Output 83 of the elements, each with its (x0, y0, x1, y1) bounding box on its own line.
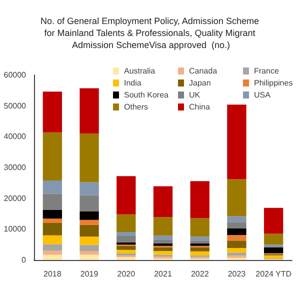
legend-label: France (254, 66, 280, 76)
legend-label: Canada (189, 66, 218, 76)
bar (42, 210, 62, 219)
bar (116, 242, 136, 245)
bar (80, 224, 99, 237)
legend-label: China (189, 102, 210, 112)
y-tick-label: 60000 (4, 70, 27, 80)
bar (227, 235, 246, 241)
y-tick-label: 0 (22, 256, 27, 264)
bar (190, 243, 210, 246)
bar (153, 236, 173, 240)
bar (227, 179, 246, 216)
y-tick-label: 20000 (4, 194, 27, 203)
bar (116, 257, 136, 260)
y-tick-label: 50000 (4, 101, 27, 110)
bar (116, 214, 136, 232)
legend-label: Others (124, 102, 148, 112)
bar (264, 234, 284, 245)
bar (153, 251, 173, 255)
y-tick-label: 30000 (4, 163, 27, 172)
bar (227, 252, 246, 256)
x-tick-label: 2023 (228, 270, 246, 278)
bar (80, 211, 99, 220)
x-tick-label: 2022 (190, 270, 210, 278)
bar (190, 218, 210, 237)
chart-title: No. of General Employment Policy, Admission Scheme for Mainland Talents & Professionals, Quality Migrant Admission SchemeVisa approved (no.) (40, 16, 262, 50)
legend-label: Japan (189, 78, 211, 88)
bar (42, 92, 62, 132)
bar (42, 132, 62, 180)
x-tick-label: 2018 (44, 270, 62, 278)
bar (227, 248, 246, 253)
bar (190, 236, 210, 241)
bar (264, 255, 284, 258)
bar (116, 232, 136, 236)
bar (42, 180, 62, 194)
bar (80, 195, 99, 212)
y-tick-label: 40000 (4, 132, 27, 142)
bar (153, 243, 173, 246)
bar (80, 244, 99, 252)
bar (190, 247, 210, 252)
bar (80, 182, 99, 196)
bar (116, 236, 136, 242)
bar (42, 194, 62, 210)
bar (153, 240, 173, 244)
x-tick-label: 2021 (154, 270, 172, 278)
bar (116, 246, 136, 250)
legend-label: India (124, 78, 142, 88)
bar (116, 250, 136, 254)
legend-label: Australia (124, 66, 156, 76)
bar (227, 228, 246, 236)
bar (153, 217, 173, 236)
bar (227, 216, 246, 222)
bar (190, 240, 210, 244)
legend-label: UK (189, 90, 201, 100)
bar (153, 186, 173, 218)
x-tick-label: 2019 (80, 270, 99, 278)
y-tick-label: 10000 (4, 224, 27, 234)
bar (80, 236, 99, 245)
bar (264, 247, 284, 254)
bar (264, 208, 284, 234)
bar (116, 176, 136, 214)
bar (190, 251, 210, 256)
bar (80, 251, 99, 255)
bar (80, 220, 99, 225)
bar (42, 254, 62, 260)
bar (227, 240, 246, 248)
bar (227, 104, 246, 180)
legend-label: Philippines (254, 78, 293, 88)
legend-label: USA (254, 90, 272, 100)
bar (42, 244, 62, 251)
bar (190, 181, 210, 218)
x-tick-label: 2020 (117, 270, 136, 278)
bar (80, 134, 99, 182)
bar (42, 250, 62, 255)
legend-label: South Korea (124, 90, 170, 100)
bar (42, 218, 62, 223)
bar (42, 235, 62, 244)
bar (80, 254, 99, 260)
x-tick-label: 2024 YTD (256, 270, 292, 278)
bar (227, 222, 246, 228)
bar (42, 223, 62, 236)
bar (80, 88, 99, 134)
bar (153, 247, 173, 252)
